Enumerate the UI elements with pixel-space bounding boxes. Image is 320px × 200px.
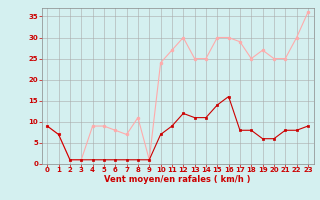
X-axis label: Vent moyen/en rafales ( km/h ): Vent moyen/en rafales ( km/h ) <box>104 175 251 184</box>
